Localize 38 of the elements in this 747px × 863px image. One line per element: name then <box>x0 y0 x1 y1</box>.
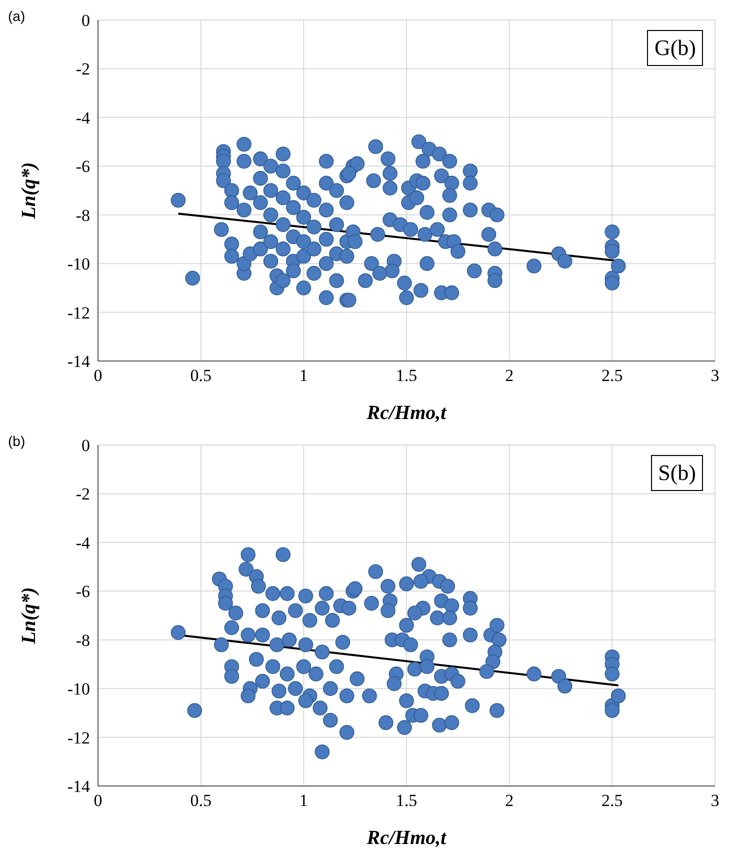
y-tick-label: -2 <box>76 60 90 79</box>
y-tick-label: -10 <box>67 680 90 699</box>
x-axis-title: Rc/Hmo,t <box>366 827 448 849</box>
x-tick-label: 0.5 <box>190 791 212 810</box>
x-tick-label: 1.5 <box>396 791 418 810</box>
chart-title: (a) <box>8 8 26 24</box>
y-tick-label: -14 <box>67 352 90 372</box>
y-tick-label: -12 <box>67 728 90 748</box>
y-tick-label: -2 <box>76 484 90 504</box>
x-tick-label: 1 <box>299 791 308 810</box>
y-tick-label: 0 <box>82 436 90 456</box>
y-tick-label: -4 <box>76 533 90 552</box>
y-tick-label: -6 <box>76 582 90 602</box>
chart-title: (b) <box>8 433 26 449</box>
x-tick-label: 2 <box>505 791 514 810</box>
annotation: G(b) <box>647 30 703 66</box>
y-tick-label: -8 <box>76 206 90 225</box>
y-tick-label: -10 <box>67 254 90 274</box>
y-axis-title: Ln(q*) <box>18 162 40 220</box>
x-tick-label: 0 <box>94 791 102 810</box>
x-axis-title: Rc/Hmo,t <box>366 402 448 424</box>
y-tick-label: -8 <box>76 630 90 650</box>
x-tick-label: 2 <box>505 366 514 386</box>
x-tick-label: 1 <box>299 366 308 386</box>
x-tick-label: 3 <box>710 791 720 810</box>
y-tick-label: -12 <box>67 303 90 322</box>
y-tick-label: 0 <box>82 11 90 30</box>
x-tick-label: 3 <box>710 366 720 386</box>
x-tick-label: 0 <box>94 366 102 386</box>
y-axis-title: Ln(q*) <box>18 587 40 645</box>
y-tick-label: -14 <box>67 777 90 796</box>
y-tick-label: -4 <box>76 108 90 128</box>
x-tick-label: 2.5 <box>602 366 623 386</box>
x-tick-label: 0.5 <box>190 366 212 386</box>
x-tick-label: 1.5 <box>396 366 418 386</box>
x-tick-label: 2.5 <box>602 791 623 810</box>
y-tick-label: -6 <box>76 157 90 176</box>
annotation: S(b) <box>651 455 703 491</box>
